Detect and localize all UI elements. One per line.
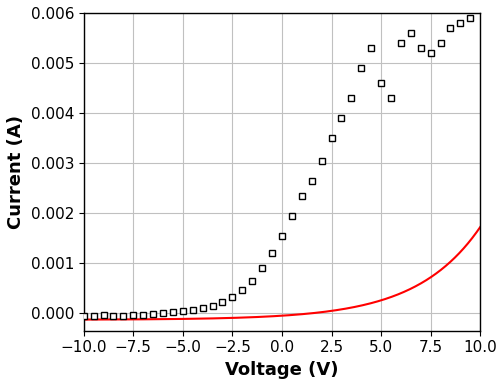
Y-axis label: Current (A): Current (A) [7, 115, 25, 229]
X-axis label: Voltage (V): Voltage (V) [225, 361, 339, 379]
